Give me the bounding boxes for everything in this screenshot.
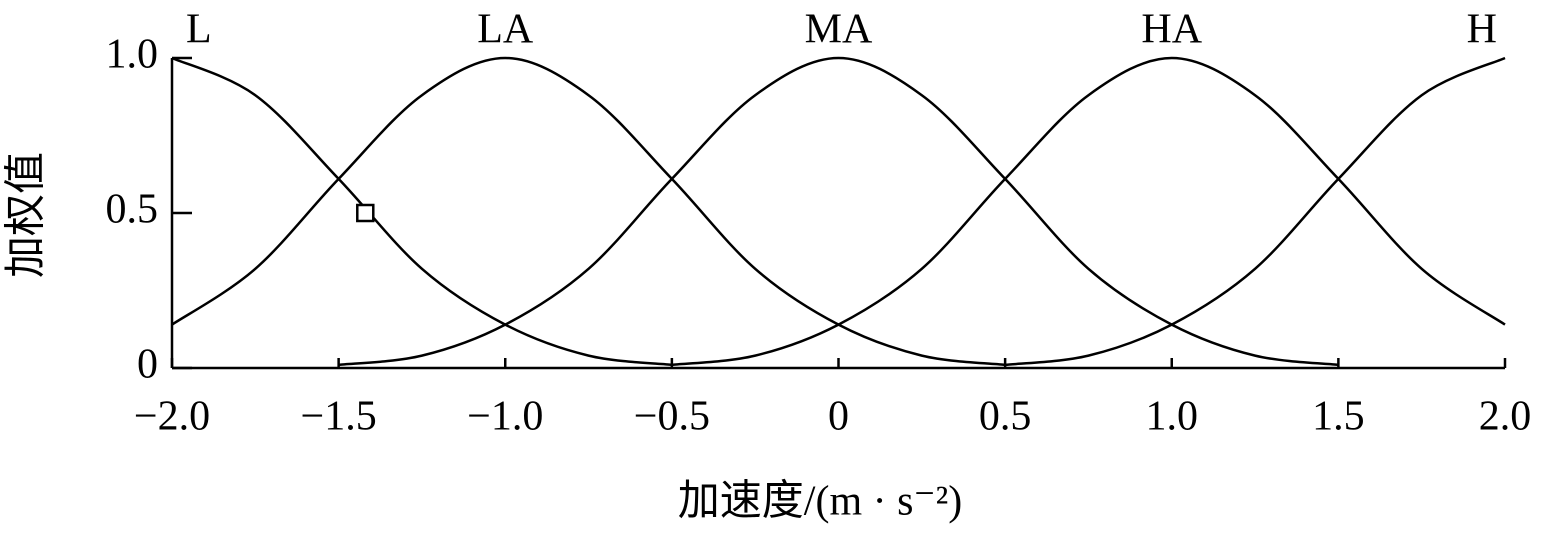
series-line xyxy=(171,56,1006,367)
x-tick-label: −2.0 xyxy=(134,394,210,440)
series-label: H xyxy=(1467,7,1497,53)
x-tick-label: 0.5 xyxy=(979,394,1032,440)
series-label: HA xyxy=(1141,7,1202,53)
series-line xyxy=(338,56,1339,367)
x-tick-label: −1.0 xyxy=(467,394,543,440)
marker xyxy=(356,203,375,223)
series-label: LA xyxy=(477,7,534,53)
x-tick-label: −0.5 xyxy=(634,394,710,440)
x-tick-label: 1.5 xyxy=(1312,394,1365,440)
y-axis-label: 加权值 xyxy=(4,152,50,278)
series-label: MA xyxy=(805,7,873,53)
y-tick-label: 1.0 xyxy=(106,32,159,78)
series-label: L xyxy=(186,7,212,53)
y-tick-label: 0 xyxy=(137,342,158,388)
series-line xyxy=(171,56,673,367)
series-line xyxy=(1004,56,1506,367)
series-line xyxy=(671,56,1506,367)
x-tick-label: −1.5 xyxy=(301,394,377,440)
x-axis-label: 加速度/(m · s⁻²) xyxy=(678,479,962,525)
y-tick-label: 0.5 xyxy=(106,187,159,233)
x-tick-label: 2.0 xyxy=(1479,394,1532,440)
x-tick-label: 1.0 xyxy=(1146,394,1199,440)
x-tick-label: 0 xyxy=(828,394,849,440)
